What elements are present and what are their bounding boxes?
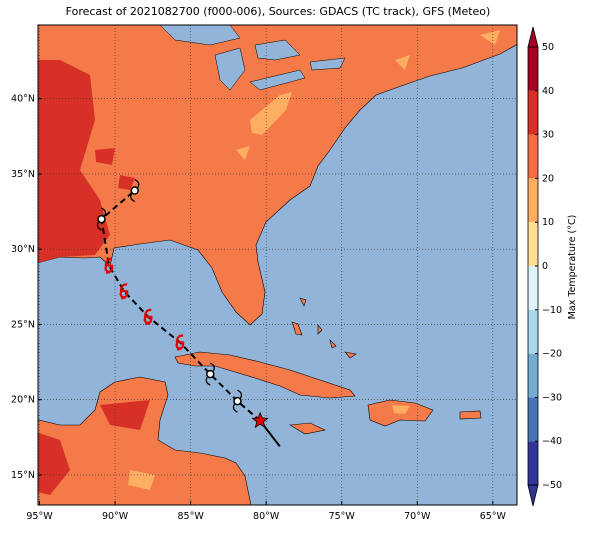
colorbar-tick-label: 0 xyxy=(542,261,548,272)
storm-point xyxy=(143,308,153,326)
colorbar-band xyxy=(528,178,538,223)
colorbar-band xyxy=(528,47,538,91)
x-tick-label: 85°W xyxy=(177,511,204,522)
warm-region xyxy=(38,60,110,263)
storm-tail xyxy=(96,207,107,231)
storm-tail xyxy=(205,362,215,386)
colorbar-band xyxy=(528,266,538,310)
cool-region xyxy=(236,30,500,160)
colorbar-tick-label: −40 xyxy=(542,436,562,447)
x-tick-label: 90°W xyxy=(102,511,129,522)
storm-point xyxy=(119,283,129,300)
map-title: Forecast of 2021082700 (f000-006), Sourc… xyxy=(66,5,491,18)
map-area xyxy=(38,25,517,505)
cool-region xyxy=(392,405,410,414)
colorbar-extend-top xyxy=(527,26,539,48)
colorbar-band xyxy=(528,90,538,135)
current-position xyxy=(251,411,269,429)
y-tick-label: 15°N xyxy=(11,470,35,481)
depression-point xyxy=(206,369,215,379)
y-tick-label: 25°N xyxy=(11,319,35,330)
depression-point xyxy=(97,214,106,224)
colorbar-band xyxy=(528,353,538,398)
colorbar-band xyxy=(528,134,538,179)
central-america xyxy=(38,376,252,505)
colorbar-band xyxy=(528,309,538,354)
warm-region xyxy=(38,400,150,495)
y-tick-label: 40°N xyxy=(11,94,35,105)
x-tick-label: 80°W xyxy=(253,511,280,522)
warm-region xyxy=(50,148,135,232)
north-america xyxy=(38,25,517,326)
storm-tail xyxy=(130,178,140,203)
colorbar-band xyxy=(528,397,538,442)
colorbar-tick-label: −50 xyxy=(542,480,562,491)
puerto-rico xyxy=(459,410,482,420)
depression-point xyxy=(233,396,242,406)
x-tick-label: 95°W xyxy=(26,511,53,522)
colorbar-tick-label: 20 xyxy=(542,173,554,184)
cuba xyxy=(174,351,356,399)
colorbar-tick-label: −30 xyxy=(542,392,562,403)
x-tick-label: 65°W xyxy=(480,511,507,522)
colorbar-tick-label: 50 xyxy=(542,42,554,53)
depression-point xyxy=(130,186,139,195)
colorbar-band xyxy=(528,441,538,485)
y-tick-label: 35°N xyxy=(11,169,35,180)
colorbar-extend-bottom xyxy=(527,484,539,507)
map-frame xyxy=(37,24,518,506)
bahamas xyxy=(291,297,357,359)
colorbar-tick-label: 40 xyxy=(542,86,554,97)
storm-tail xyxy=(232,389,243,413)
colorbar-band xyxy=(528,222,538,266)
x-tick-label: 70°W xyxy=(404,511,431,522)
colorbar-tick-label: 10 xyxy=(542,217,554,228)
colorbar-tick-label: −10 xyxy=(542,305,562,316)
x-tick-label: 75°W xyxy=(329,511,356,522)
jamaica xyxy=(289,422,326,435)
y-tick-label: 20°N xyxy=(11,395,35,406)
colorbar-tick-label: −20 xyxy=(542,349,562,360)
storm-point xyxy=(104,257,114,274)
colorbar-label: Max Temperature (°C) xyxy=(567,215,578,320)
y-tick-label: 30°N xyxy=(11,244,35,255)
great-lakes xyxy=(159,25,346,91)
storm-point xyxy=(175,334,185,351)
colorbar-tick-label: 30 xyxy=(542,130,554,141)
